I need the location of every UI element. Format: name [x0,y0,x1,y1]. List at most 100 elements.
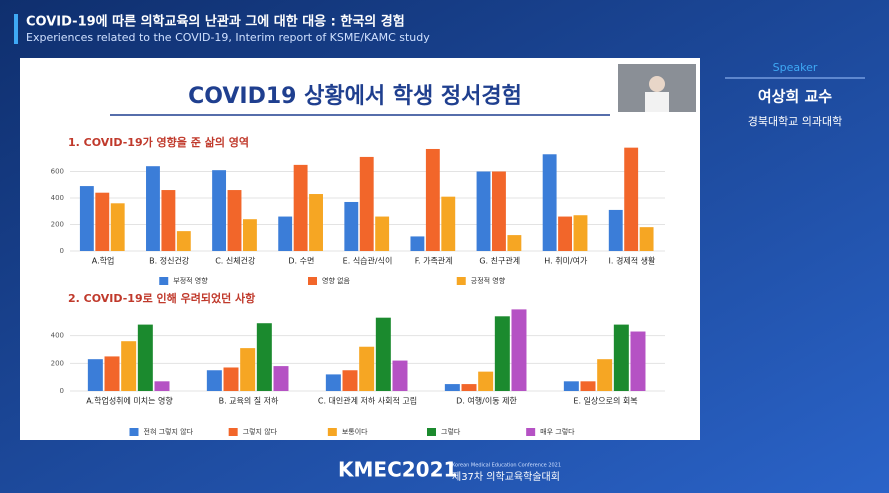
footer-conference: Korean Medical Education Conference 2021 [452,463,561,469]
bar [79,186,94,251]
x-tick-label: B. 정신건강 [149,256,190,266]
bar [87,359,103,391]
bar [392,360,408,391]
legend-swatch [308,277,317,285]
x-tick-label: G. 친구관계 [479,256,520,266]
header-title: COVID-19에 따른 의학교육의 난관과 그에 대한 대응 : 한국의 경험 [26,14,405,30]
footer-session: 제37차 의학교육학술대회 [452,471,560,483]
bar [511,309,527,391]
bar [176,231,191,251]
bar [630,331,646,391]
bar [597,359,613,391]
x-tick-label: C. 신체건강 [215,256,256,266]
bar [624,147,639,251]
bar [558,216,573,251]
y-tick-label: 600 [51,168,64,176]
y-tick-label: 400 [51,332,64,340]
bar [542,154,557,251]
bar [104,356,120,391]
speaker-affiliation: 경북대학교 의과대학 [748,115,843,128]
legend-swatch [327,428,337,436]
x-tick-label: A.학업성취에 미치는 영향 [86,396,173,406]
legend-label: 보통이다 [342,427,368,436]
bar [444,384,460,391]
legend-swatch [456,277,466,285]
bar [476,171,491,251]
x-tick-label: C. 대인관계 저하 사회적 고립 [318,396,417,406]
legend-label: 영향 없음 [322,276,351,285]
legend-label: 긍정적 영향 [471,276,506,285]
x-tick-label: E. 식습관/식이 [343,256,393,266]
bar [608,209,623,251]
legend-swatch [159,277,169,285]
legend-swatch [129,428,139,436]
chart-title: 1. COVID-19가 영향을 준 삶의 영역 [68,135,249,149]
header-subtitle: Experiences related to the COVID-19, Int… [26,31,430,44]
legend-label: 매우 그렇다 [540,427,575,436]
bar [359,156,374,251]
bar [375,317,391,391]
bar [425,148,440,251]
legend-label: 전혀 그렇지 않다 [144,427,194,436]
bar [375,216,390,251]
legend-label: 그렇다 [441,427,461,436]
bar [293,164,308,251]
x-tick-label: F. 가족관계 [415,256,453,266]
x-tick-label: E. 일상으로의 회복 [573,396,637,406]
bar [278,216,293,251]
bar [161,190,176,251]
x-tick-label: B. 교육의 질 저하 [219,396,279,406]
bar [212,170,227,251]
bar [478,371,494,391]
bar [242,219,257,251]
legend-swatch [526,428,536,436]
bar [154,381,170,391]
bar [639,227,654,251]
bar [342,370,358,391]
legend-label: 그렇지 않다 [243,427,278,436]
legend-swatch [427,428,436,436]
y-tick-label: 200 [51,221,64,229]
footer-logo: KMEC2021 [338,458,457,482]
bar [146,166,160,251]
bar [563,381,579,391]
bar [227,190,242,251]
bar [121,341,137,391]
legend-swatch [228,428,238,436]
x-tick-label: A.학업 [92,256,115,266]
bar [573,215,588,251]
chart-title: 2. COVID-19로 인해 우려되었던 사항 [68,291,255,305]
bar [223,367,239,391]
bar [309,194,323,251]
x-tick-label: I. 경제적 생활 [609,256,656,266]
speaker-name: 여상희 교수 [758,88,832,106]
bar [441,196,456,251]
x-tick-label: H. 취미/여가 [544,256,588,266]
bar [110,203,125,251]
bar [359,346,375,391]
speaker-label: Speaker [773,61,818,74]
bar [613,324,629,391]
bar [344,201,359,251]
y-tick-label: 0 [60,247,64,255]
legend-label: 부정적 영향 [173,276,208,285]
bar [507,235,522,251]
bar [137,324,153,391]
x-tick-label: D. 여행/이동 제한 [456,396,517,406]
bar [273,366,289,391]
bar [410,236,425,251]
bar [240,348,256,391]
bar [461,384,477,391]
bar [95,192,110,251]
bar [580,381,596,391]
bar [494,316,510,391]
y-tick-label: 200 [51,359,64,367]
y-tick-label: 400 [51,194,64,202]
slide-title: COVID19 상황에서 학생 정서경험 [188,83,522,109]
bar [206,370,222,391]
webcam-face [649,76,665,92]
y-tick-label: 0 [60,387,64,395]
x-tick-label: D. 수면 [288,256,314,266]
bar [325,374,341,391]
